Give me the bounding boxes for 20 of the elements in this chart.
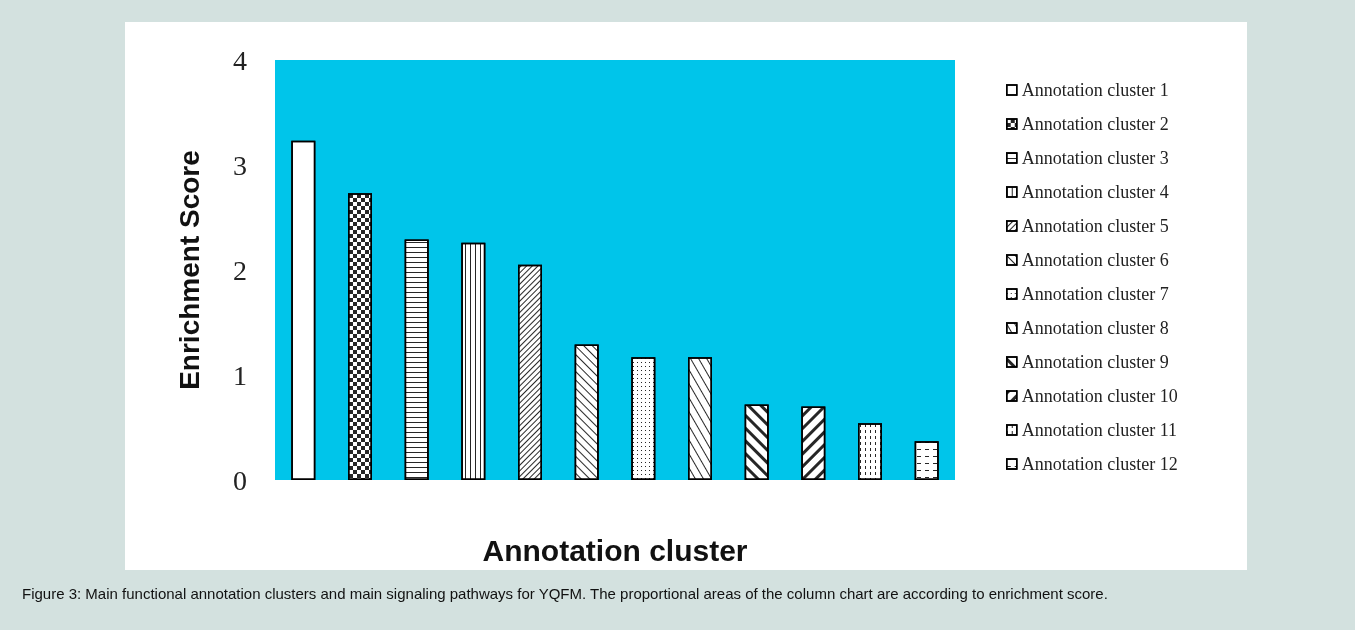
legend-label: Annotation cluster 2 bbox=[1021, 114, 1169, 134]
y-tick-label: 3 bbox=[233, 149, 247, 181]
caption: Figure 3: Main functional annotation clusters and main signaling pathways for YQFM. The proportional areas of the column chart are according to enrichment score. bbox=[22, 584, 1109, 604]
legend-label: Annotation cluster 8 bbox=[1021, 318, 1169, 338]
legend-label: Annotation cluster 5 bbox=[1021, 216, 1169, 236]
legend-label: Annotation cluster 1 bbox=[1021, 80, 1169, 100]
legend-label: Annotation cluster 4 bbox=[1021, 182, 1169, 202]
legend-label: Annotation cluster 3 bbox=[1021, 148, 1169, 168]
y-tick-label: 0 bbox=[233, 464, 247, 496]
y-tick-label: 4 bbox=[233, 44, 247, 76]
legend-label: Annotation cluster 10 bbox=[1021, 386, 1178, 406]
legend-label: Annotation cluster 11 bbox=[1021, 420, 1178, 440]
y-axis-title: Enrichment Score bbox=[173, 150, 205, 390]
x-axis-title: Annotation cluster bbox=[482, 533, 748, 567]
legend-label: Annotation cluster 6 bbox=[1021, 250, 1169, 270]
legend-label: Annotation cluster 12 bbox=[1021, 454, 1178, 474]
legend-label: Annotation cluster 9 bbox=[1021, 352, 1169, 372]
y-tick-label: 2 bbox=[233, 254, 247, 286]
legend-label: Annotation cluster 7 bbox=[1021, 284, 1169, 304]
y-tick-label: 1 bbox=[233, 359, 247, 391]
